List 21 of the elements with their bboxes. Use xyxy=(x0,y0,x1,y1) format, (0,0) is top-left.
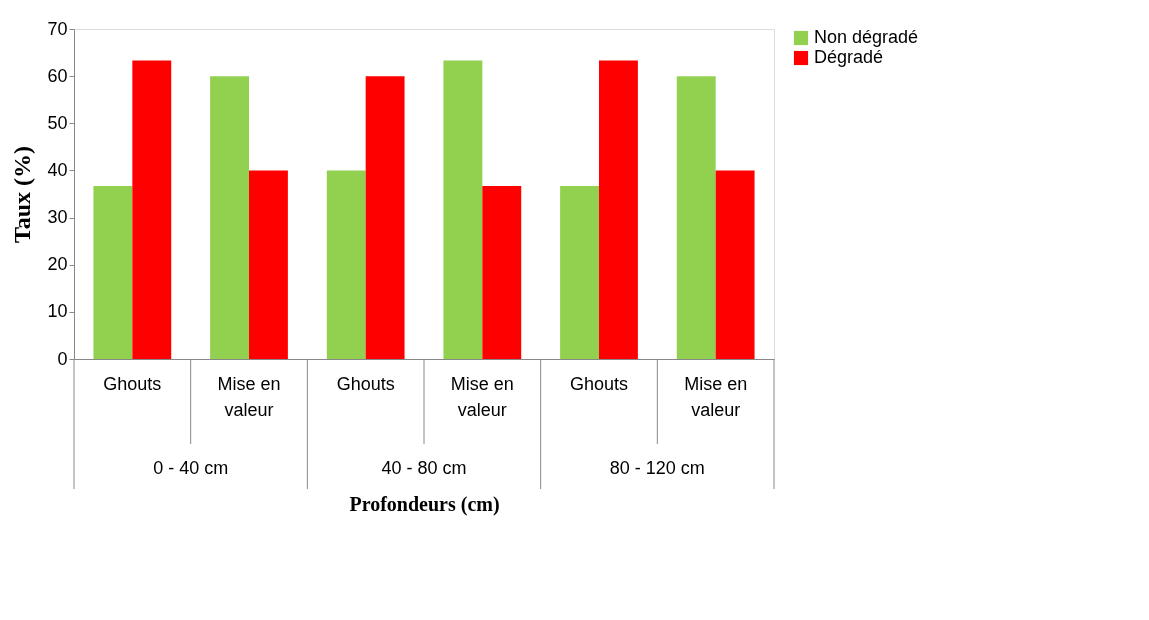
x-tick-label: Ghouts xyxy=(336,373,395,394)
x-tick-label: Mise en valeur xyxy=(450,373,514,420)
y-tick-label: 50 xyxy=(47,112,68,133)
x-tick-label: Mise en valeur xyxy=(684,373,748,420)
text: 0 - 40 cm xyxy=(153,458,229,478)
legend-label: Non dégradé xyxy=(814,27,919,47)
y-tick-label: 60 xyxy=(47,65,68,86)
y-tick-label: 20 xyxy=(47,254,68,275)
y-tick-label: 40 xyxy=(47,159,68,180)
y-tick-label: 30 xyxy=(47,207,68,228)
x-tick-label: Ghouts xyxy=(569,373,629,394)
legend-label: Dégradé xyxy=(814,47,884,67)
x-axis-title: Profondeurs (cm) xyxy=(349,492,500,516)
y-tick-label: 0 xyxy=(57,348,68,369)
y-axis-title: Taux (%) xyxy=(9,145,36,244)
text: 80 - 120 cm xyxy=(609,458,705,478)
y-tick-label: 10 xyxy=(47,301,68,322)
y-tick-label: 70 xyxy=(47,18,68,39)
x-tick-label: Mise en valeur xyxy=(217,373,281,420)
text: 40 - 80 cm xyxy=(381,458,467,478)
x-tick-label: Ghouts xyxy=(103,373,162,394)
